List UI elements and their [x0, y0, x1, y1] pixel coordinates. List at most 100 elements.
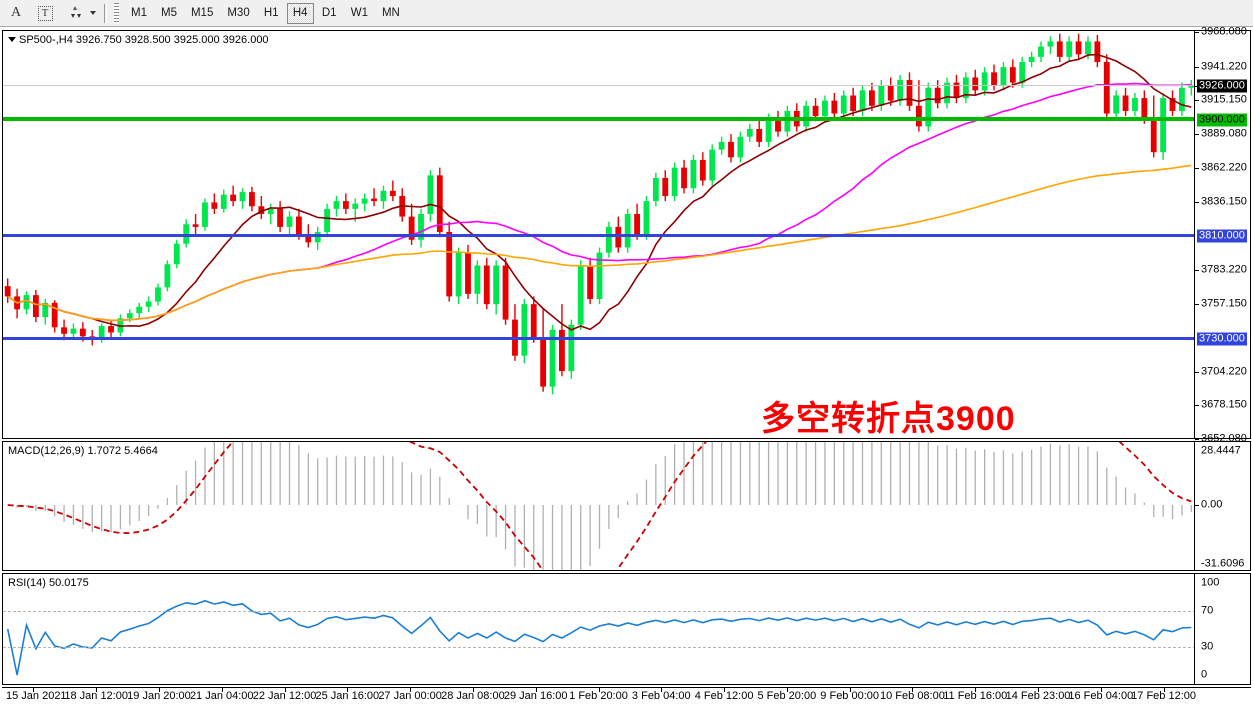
time-axis-tick: [724, 688, 726, 692]
macd-plot-area[interactable]: [3, 442, 1196, 570]
rsi-gridline-70: [3, 610, 1196, 612]
time-axis-tick: [221, 688, 223, 692]
rsi-title: RSI(14) 50.0175: [8, 577, 89, 589]
price-axis-label: 3941.220: [1201, 60, 1247, 73]
price-axis-tick: [1195, 168, 1199, 170]
toolbar-grip[interactable]: [114, 3, 119, 23]
timeframe-group: M1 M5 M15 M30 H1 H4 D1 W1 MN: [124, 2, 407, 24]
time-axis-tick: [912, 688, 914, 692]
time-axis-tick: [284, 688, 286, 692]
price-axis-label: 3862.220: [1201, 161, 1247, 174]
time-axis-tick: [975, 688, 977, 692]
price-axis-tick: [1195, 303, 1199, 305]
rsi-gridline-30: [3, 647, 1196, 649]
horizontal-level-3810[interactable]: [3, 233, 1196, 237]
time-axis-label: 27 Jan 00:00: [378, 690, 442, 702]
price-axis[interactable]: 3968.080 3941.220 3926.000 3915.150 3900.000…: [1194, 26, 1250, 444]
time-axis-label: 28 Jan 08:00: [441, 690, 505, 702]
collapse-caret-icon[interactable]: [8, 37, 16, 42]
time-axis-tick: [410, 688, 412, 692]
timeframe-button-m5[interactable]: M5: [160, 7, 177, 19]
horizontal-level-3730[interactable]: [3, 336, 1196, 340]
macd-axis-label: 28.4447: [1201, 444, 1241, 457]
price-axis-label: 3757.150: [1201, 297, 1247, 310]
time-axis-tick: [347, 688, 349, 692]
time-axis-tick: [472, 688, 474, 692]
horizontal-level-3900[interactable]: [3, 116, 1196, 121]
timeframe-button-h1[interactable]: H1: [263, 7, 279, 19]
text-tool-icon[interactable]: A: [10, 5, 22, 20]
objects-tool-icon[interactable]: [61, 2, 87, 24]
timeframe-button-m30[interactable]: M30: [227, 7, 250, 19]
timeframe-button-h4[interactable]: H4: [286, 2, 314, 24]
price-pane: 多空转折点3900 SP500-,H4 3926.750 3928.500 39…: [2, 26, 1251, 444]
price-axis-label: 3915.150: [1201, 93, 1247, 106]
objects-dropdown-caret-icon[interactable]: [87, 2, 98, 24]
macd-title: MACD(12,26,9) 1.7072 5.4664: [8, 445, 158, 457]
time-axis-label: 22 Jan 12:00: [252, 690, 317, 702]
time-axis-label: 17 Feb 12:00: [1131, 690, 1197, 702]
price-axis-label: 3783.220: [1201, 263, 1247, 276]
time-axis-label: 1 Feb 20:00: [569, 690, 628, 702]
timeframe-button-mn[interactable]: MN: [381, 7, 400, 19]
price-axis-label: 3836.150: [1201, 195, 1247, 208]
time-axis-label: 21 Jan 04:00: [189, 690, 254, 702]
price-axis-label: 3889.080: [1201, 127, 1247, 140]
time-axis-tick: [661, 688, 663, 692]
rsi-axis-label: 30: [1201, 640, 1214, 653]
time-axis[interactable]: 15 Jan 2021 18 Jan 12:00 19 Jan 20:00 21 Ja…: [2, 687, 1251, 714]
price-axis-tick: [1195, 100, 1199, 102]
macd-pane: MACD(12,26,9) 1.7072 5.4664 28.4447 0.00 -…: [2, 441, 1251, 571]
timeframe-button-m1[interactable]: M1: [131, 7, 147, 19]
rsi-plot-area[interactable]: [3, 574, 1196, 684]
rsi-series-svg: [6, 599, 1192, 676]
price-axis-label: 3704.220: [1201, 365, 1247, 378]
rsi-axis-label: 0: [1201, 668, 1208, 681]
label-tool-icon[interactable]: T: [32, 2, 58, 24]
rsi-axis[interactable]: 100 70 30 0: [1194, 574, 1250, 684]
toolbar: A T M1 M5 M15 M30 H1 H4 D1 W1 MN: [0, 0, 1253, 27]
symbol-info-label: SP500-,H4 3926.750 3928.500 3925.000 392…: [8, 34, 269, 46]
price-plot-area[interactable]: 多空转折点3900: [3, 31, 1196, 438]
time-axis-label: 29 Jan 16:00: [503, 690, 568, 702]
price-axis-label[interactable]: 3900.000: [1197, 113, 1247, 127]
macd-axis-label: -31.6096: [1201, 557, 1245, 570]
rsi-axis-label: 70: [1201, 604, 1214, 617]
price-axis-tick: [1195, 405, 1199, 407]
price-axis-label: 3678.150: [1201, 398, 1247, 411]
time-axis-tick: [786, 688, 788, 692]
macd-axis[interactable]: 28.4447 0.00 -31.6096: [1194, 442, 1250, 570]
price-axis-tick: [1195, 32, 1199, 33]
price-axis-tick: [1195, 133, 1199, 135]
price-axis-tick: [1195, 86, 1199, 88]
time-axis-tick: [158, 688, 160, 692]
time-axis-label: 19 Jan 20:00: [127, 690, 191, 702]
price-axis-tick: [1195, 270, 1199, 272]
timeframe-button-w1[interactable]: W1: [350, 7, 368, 19]
timeframe-button-m15[interactable]: M15: [190, 7, 214, 19]
toolbar-separator: [104, 3, 107, 23]
time-axis-label: 4 Feb 12:00: [694, 690, 754, 702]
chart-annotation-text: 多空转折点3900: [761, 400, 1016, 438]
price-axis-tick: [1195, 371, 1199, 373]
time-axis-label: 15 Jan 2021: [6, 690, 67, 702]
time-axis-label: 3 Feb 04:00: [631, 690, 691, 702]
macd-axis-label: 0.00: [1201, 498, 1223, 511]
rsi-pane: RSI(14) 50.0175 100 70 30 0: [2, 573, 1251, 685]
time-axis-label: 10 Feb 08:00: [880, 690, 945, 702]
time-axis-tick: [598, 688, 600, 692]
time-axis-label: 18 Jan 12:00: [64, 690, 128, 702]
price-axis-tick: [1195, 439, 1199, 440]
price-axis-label: 3968.080: [1201, 25, 1247, 38]
time-axis-label: 16 Feb 04:00: [1068, 690, 1134, 702]
price-axis-label[interactable]: 3926.000: [1197, 79, 1247, 93]
timeframe-button-d1[interactable]: D1: [321, 7, 337, 19]
time-axis-tick: [33, 688, 35, 692]
price-axis-label[interactable]: 3730.000: [1197, 332, 1247, 346]
rsi-axis-label: 100: [1201, 576, 1220, 589]
time-axis-label: 14 Feb 23:00: [1005, 690, 1071, 702]
time-axis-label: 9 Feb 00:00: [820, 690, 880, 702]
price-axis-label[interactable]: 3810.000: [1197, 229, 1247, 243]
time-axis-tick: [96, 688, 98, 692]
